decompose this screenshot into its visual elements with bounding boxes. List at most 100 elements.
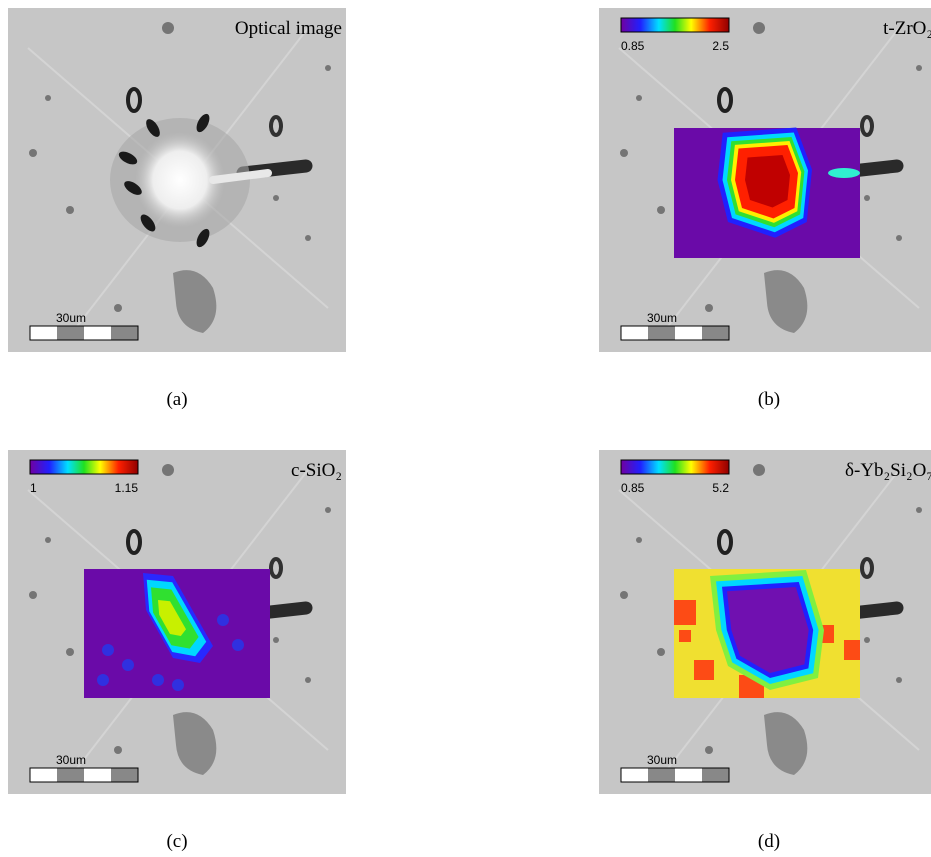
debris: [764, 270, 808, 333]
map-spot: [152, 674, 164, 686]
map-patch: [679, 630, 691, 642]
debris: [173, 712, 217, 775]
spot: [29, 591, 37, 599]
scale-bar: [620, 767, 730, 783]
spot: [305, 235, 311, 241]
spot: [66, 206, 74, 214]
spot: [864, 195, 870, 201]
spot: [916, 507, 922, 513]
scale-bar: [29, 325, 139, 341]
scale-segment: [84, 326, 111, 340]
indent: [135, 132, 225, 228]
radial-crack: [118, 151, 138, 165]
spot: [45, 95, 51, 101]
spot: [636, 537, 642, 543]
colorbar-min: 1: [30, 481, 37, 495]
radial-crack: [196, 228, 210, 248]
spot: [162, 22, 174, 34]
colorbar-max: 1.15: [115, 481, 139, 495]
scale-label: 30um: [647, 311, 677, 325]
pore: [269, 557, 283, 579]
pore: [717, 87, 733, 113]
spot: [620, 591, 628, 599]
map-patch: [694, 660, 714, 680]
map-patch: [674, 600, 696, 625]
spot: [45, 537, 51, 543]
map-spot: [122, 659, 134, 671]
crack-bright: [209, 169, 272, 184]
debris: [173, 270, 217, 333]
caption: (b): [758, 389, 780, 410]
contour: [727, 587, 809, 673]
panel: 0.85 2.5 t-ZrO₂ 30um: [599, 8, 931, 352]
scale-segment: [30, 326, 57, 340]
debris: [764, 712, 808, 775]
pore: [860, 115, 874, 137]
spot: [636, 95, 642, 101]
scale-segment: [111, 768, 138, 782]
spot: [657, 648, 665, 656]
map-spot: [97, 674, 109, 686]
spot: [657, 206, 665, 214]
spot: [325, 507, 331, 513]
spot: [864, 637, 870, 643]
spot: [753, 22, 765, 34]
spot: [273, 195, 279, 201]
colorbar-min: 0.85: [621, 39, 645, 53]
colorbar: [620, 17, 730, 33]
spot: [114, 304, 122, 312]
spot: [29, 149, 37, 157]
caption: (a): [166, 389, 187, 410]
pore: [717, 529, 733, 555]
scale-segment: [621, 326, 648, 340]
scale-label: 30um: [647, 753, 677, 767]
spot: [325, 65, 331, 71]
radial-crack: [196, 113, 210, 133]
colorbar-max: 2.5: [712, 39, 729, 53]
spot: [66, 648, 74, 656]
scale-segment: [621, 768, 648, 782]
scale-segment: [675, 768, 702, 782]
spot: [114, 746, 122, 754]
panel-title: δ-Yb₂Si₂O₇: [845, 460, 931, 481]
radial-crack: [124, 181, 142, 195]
spot: [162, 464, 174, 476]
spot: [705, 304, 713, 312]
scale-segment: [675, 326, 702, 340]
caption: (d): [758, 831, 780, 852]
spot: [273, 637, 279, 643]
colorbar-min: 0.85: [621, 481, 645, 495]
pore: [126, 87, 142, 113]
spot: [896, 677, 902, 683]
scale-segment: [648, 326, 675, 340]
panel: 0.85 5.2 δ-Yb₂Si₂O₇ 30um: [599, 450, 931, 794]
scale-segment: [84, 768, 111, 782]
map-spot: [232, 639, 244, 651]
spot: [305, 677, 311, 683]
pore: [126, 529, 142, 555]
panel-title: c-SiO₂: [291, 460, 342, 481]
scale-segment: [702, 326, 729, 340]
colorbar-max: 5.2: [712, 481, 729, 495]
streak: [828, 168, 860, 178]
colorbar: [29, 459, 139, 475]
spot: [705, 746, 713, 754]
radial-crack: [146, 119, 160, 137]
spot: [753, 464, 765, 476]
spot: [896, 235, 902, 241]
panel: 1 1.15 c-SiO₂ 30um: [8, 450, 346, 794]
panel: Optical image 30um: [8, 8, 346, 352]
scale-label: 30um: [56, 311, 86, 325]
radial-crack: [140, 214, 156, 232]
spot: [916, 65, 922, 71]
scale-segment: [702, 768, 729, 782]
map-spot: [102, 644, 114, 656]
scale-segment: [30, 768, 57, 782]
pore: [860, 557, 874, 579]
spot: [620, 149, 628, 157]
contour: [745, 155, 790, 208]
panel-title: t-ZrO₂: [883, 18, 931, 39]
scale-bar: [29, 767, 139, 783]
scale-segment: [57, 326, 84, 340]
